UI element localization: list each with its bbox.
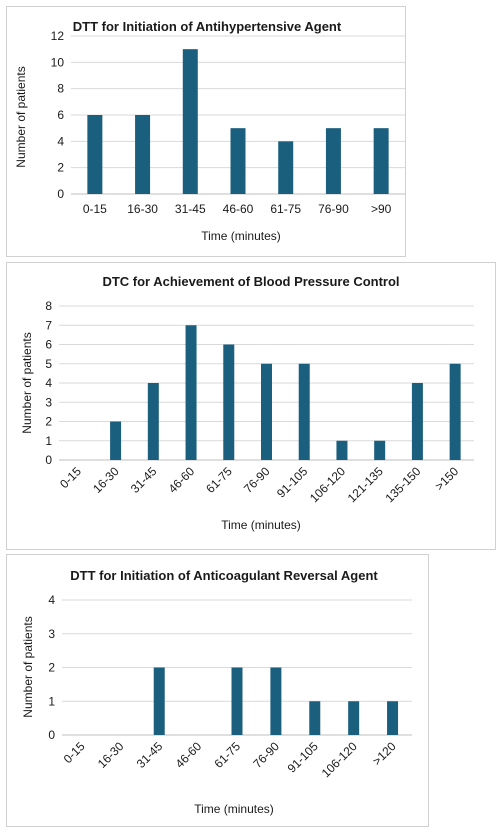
bar-106-120 (348, 701, 360, 735)
x-tick-label: 76-90 (250, 739, 282, 771)
chart-title: DTT for Initiation of Anticoagulant Reve… (70, 568, 378, 583)
x-tick-label: 91-105 (285, 739, 322, 776)
bar-76-90 (270, 667, 282, 735)
y-tick-label: 4 (48, 593, 55, 607)
x-tick-label: 0-15 (57, 464, 84, 491)
x-tick-label: 46-60 (166, 464, 198, 496)
bar-91-105 (309, 701, 321, 735)
x-axis-title: Time (minutes) (201, 229, 281, 243)
bar-150 (449, 363, 461, 460)
x-axis-title: Time (minutes) (194, 802, 274, 816)
x-tick-label: 46-60 (223, 202, 254, 216)
y-tick-label: 2 (48, 661, 55, 675)
x-tick-label: 0-15 (83, 202, 107, 216)
chart-title: DTC for Achievement of Blood Pressure Co… (102, 274, 399, 289)
x-axis-title: Time (minutes) (221, 518, 301, 532)
y-tick-label: 1 (48, 694, 55, 708)
x-tick-label: 16-30 (127, 202, 158, 216)
x-tick-label: 31-45 (134, 739, 166, 771)
bar-135-150 (411, 383, 423, 460)
y-tick-label: 4 (45, 376, 52, 390)
bar-91-105 (298, 363, 310, 460)
y-tick-label: 0 (48, 728, 55, 742)
chart-panel-antihypertensive: DTT for Initiation of Antihypertensive A… (6, 6, 406, 257)
bar-61-75 (231, 667, 243, 735)
bar-90 (373, 128, 389, 194)
y-tick-label: 0 (45, 453, 52, 467)
bar-16-30 (135, 115, 151, 194)
bar-121-135 (374, 440, 386, 460)
y-tick-label: 0 (57, 187, 64, 201)
chart-title: DTT for Initiation of Antihypertensive A… (73, 19, 342, 34)
chart-panel-anticoagulant-reversal: DTT for Initiation of Anticoagulant Reve… (6, 554, 429, 827)
x-tick-label: 76-90 (241, 464, 273, 496)
y-axis-title: Number of patients (21, 616, 35, 717)
y-tick-label: 6 (45, 338, 52, 352)
x-tick-label: 16-30 (95, 739, 127, 771)
y-axis-title: Number of patients (14, 66, 28, 167)
bar-31-45 (147, 383, 159, 460)
x-tick-label: 31-45 (175, 202, 206, 216)
x-tick-label: 121-135 (345, 464, 386, 505)
y-tick-label: 4 (57, 134, 64, 148)
y-tick-label: 7 (45, 318, 52, 332)
x-tick-label: 76-90 (318, 202, 349, 216)
x-tick-label: >120 (370, 739, 399, 768)
bar-0-15 (87, 115, 103, 194)
y-tick-label: 2 (45, 415, 52, 429)
x-tick-label: 106-120 (319, 739, 360, 780)
y-tick-label: 5 (45, 357, 52, 371)
bar-16-30 (110, 421, 122, 460)
bar-120 (387, 701, 399, 735)
x-tick-label: 106-120 (307, 464, 348, 505)
chart-anticoagulant-reversal: DTT for Initiation of Anticoagulant Reve… (21, 568, 412, 816)
x-tick-label: 0-15 (61, 739, 88, 766)
y-tick-label: 8 (45, 299, 52, 313)
bar-76-90 (325, 128, 341, 194)
x-tick-label: 91-105 (274, 464, 311, 501)
y-axis-title: Number of patients (20, 332, 34, 433)
y-tick-label: 2 (57, 161, 64, 175)
y-tick-label: 8 (57, 82, 64, 96)
bar-31-45 (153, 667, 165, 735)
chart-panel-bp-control: DTC for Achievement of Blood Pressure Co… (6, 262, 496, 550)
y-tick-label: 12 (51, 29, 65, 43)
x-tick-label: 31-45 (128, 464, 160, 496)
bar-31-45 (182, 49, 198, 194)
bar-106-120 (336, 440, 348, 460)
bar-46-60 (230, 128, 246, 194)
x-tick-label: >150 (432, 464, 461, 493)
y-tick-label: 3 (48, 627, 55, 641)
x-tick-label: 135-150 (382, 464, 423, 505)
bar-46-60 (185, 325, 197, 460)
bar-61-75 (278, 141, 294, 194)
y-tick-label: 10 (51, 55, 65, 69)
chart-bp-control: DTC for Achievement of Blood Pressure Co… (20, 274, 474, 532)
x-tick-label: 16-30 (90, 464, 122, 496)
bar-61-75 (223, 344, 235, 460)
x-tick-label: >90 (371, 202, 392, 216)
x-tick-label: 61-75 (212, 739, 244, 771)
y-tick-label: 6 (57, 108, 64, 122)
bar-76-90 (261, 363, 272, 460)
x-tick-label: 61-75 (270, 202, 301, 216)
y-tick-label: 3 (45, 395, 52, 409)
chart-antihypertensive: DTT for Initiation of Antihypertensive A… (14, 19, 405, 243)
x-tick-label: 61-75 (203, 464, 235, 496)
x-tick-label: 46-60 (173, 739, 205, 771)
y-tick-label: 1 (45, 434, 52, 448)
